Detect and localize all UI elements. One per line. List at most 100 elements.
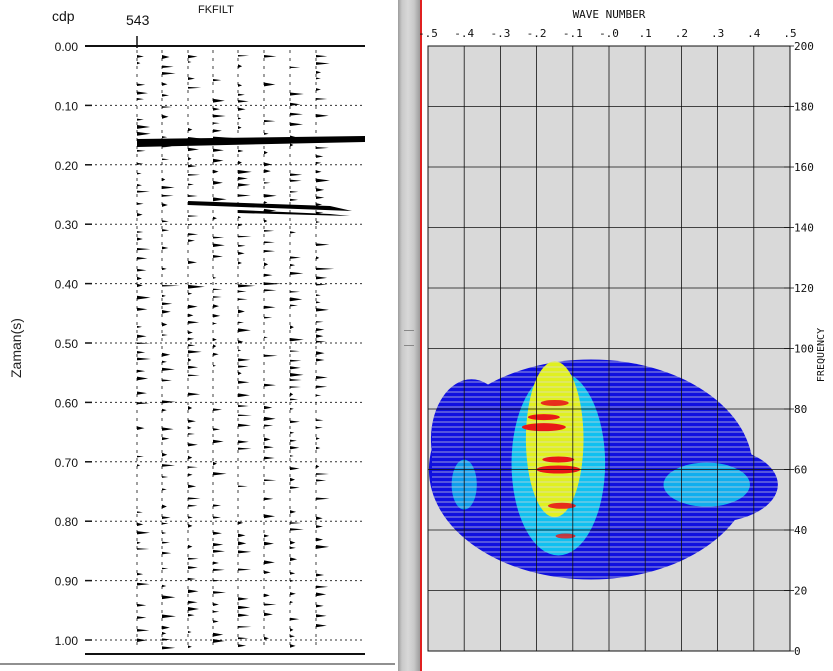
wavelet [188, 473, 193, 476]
wavelet [238, 381, 249, 384]
wavelet [264, 355, 278, 357]
wavelet [188, 338, 194, 340]
wavelet [137, 629, 149, 632]
wavelet [264, 457, 275, 460]
wavelet [316, 62, 330, 65]
wavelet [316, 358, 325, 361]
panel-splitter[interactable] [398, 0, 420, 671]
wavelet [238, 245, 246, 247]
wavelet [264, 594, 270, 597]
wavelet [188, 590, 199, 594]
wavelet [238, 94, 245, 96]
wavelet [290, 547, 296, 549]
wavelet [162, 542, 170, 544]
wavelet [264, 613, 273, 616]
wavelet [264, 542, 274, 546]
wavelet [162, 614, 176, 618]
wavelet [290, 618, 299, 621]
wavelet [213, 243, 225, 247]
wavelet [137, 573, 143, 575]
x-tick-label: -.3 [490, 27, 510, 40]
wavelet [290, 580, 294, 582]
wavelet [137, 583, 150, 586]
wavelet [162, 476, 168, 478]
wavelet [290, 360, 301, 362]
wavelet [188, 366, 198, 369]
wavelet [316, 55, 327, 57]
wavelet [290, 522, 301, 524]
wavelet [316, 437, 320, 440]
wavelet [238, 55, 249, 57]
x-tick-label: -.1 [563, 27, 583, 40]
wavelet [137, 173, 142, 175]
wavelet [264, 425, 273, 427]
wavelet [162, 115, 169, 119]
wavelet [290, 635, 295, 638]
wavelet [238, 424, 251, 427]
wavelet [188, 456, 192, 460]
wavelet [162, 334, 168, 336]
wavelet [238, 606, 250, 609]
wavelet [213, 197, 227, 201]
wavelet [290, 297, 302, 301]
wavelet [238, 216, 241, 218]
wavelet [238, 310, 245, 314]
wavelet [238, 291, 247, 293]
x-tick-label: .2 [675, 27, 688, 40]
wavelet [238, 117, 241, 119]
wavelet [137, 150, 146, 152]
wavelet [238, 298, 248, 300]
wavelet [316, 334, 323, 338]
wavelet [238, 534, 246, 538]
wavelet [162, 568, 168, 570]
wavelet [238, 521, 243, 524]
reflector-event [238, 210, 350, 216]
wavelet [290, 628, 293, 632]
wavelet [213, 99, 225, 103]
wavelet [290, 446, 299, 449]
wavelet [213, 323, 217, 325]
wavelet [264, 446, 274, 449]
wavelet [238, 64, 242, 68]
wavelet [238, 84, 242, 87]
wavelet [162, 437, 169, 440]
wavelet [188, 305, 198, 309]
wavelet [213, 562, 219, 565]
wavelet [137, 119, 144, 121]
y-tick-label: 120 [794, 282, 814, 295]
splitter-grip-icon[interactable] [404, 330, 414, 346]
wavelet [316, 447, 320, 450]
wavelet [290, 379, 302, 381]
wavelet [188, 524, 192, 528]
wavelet [316, 308, 329, 311]
wavelet [188, 505, 197, 507]
wavelet [137, 542, 141, 544]
wavelet [162, 186, 175, 189]
wavelet [264, 534, 269, 537]
wavelet [316, 203, 322, 206]
wavelet [264, 497, 273, 500]
wavelet [290, 408, 294, 410]
wavelet [137, 377, 148, 381]
x-tick-label: -.0 [599, 27, 619, 40]
wavelet [213, 580, 221, 582]
wavelet [137, 358, 151, 361]
wavelet [188, 183, 194, 185]
wavelet [290, 291, 300, 293]
wavelet [290, 67, 300, 69]
wavelet [188, 128, 192, 132]
wavelet [316, 114, 329, 117]
wavelet [188, 406, 192, 410]
y-tick-label: 20 [794, 585, 807, 598]
wavelet [137, 523, 143, 526]
wavelet [264, 120, 275, 122]
wavelet [137, 604, 146, 607]
wavelet [213, 504, 221, 506]
wavelet [188, 607, 199, 611]
wavelet [290, 180, 302, 182]
wavelet [137, 402, 149, 404]
wavelet [316, 256, 319, 259]
wavelet [290, 420, 300, 423]
wavelet [162, 353, 170, 357]
wavelet [162, 220, 169, 222]
